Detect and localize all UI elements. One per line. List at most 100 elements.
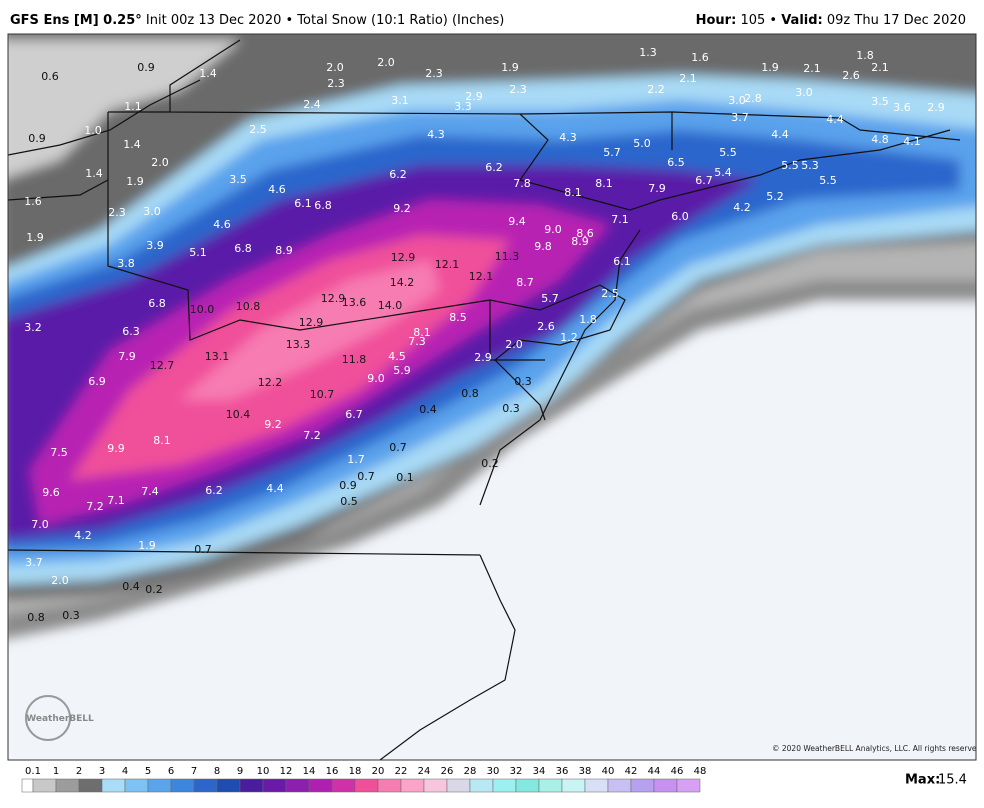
snow-total: 6.7 [695, 174, 713, 187]
colorbar-swatch [354, 778, 379, 793]
colorbar-label: 20 [372, 766, 385, 777]
snow-total: 6.8 [148, 297, 166, 310]
snow-total: 4.5 [388, 350, 406, 363]
model: GFS Ens [M] 0.25° [10, 13, 142, 28]
colorbar-swatch [32, 778, 57, 793]
snow-total: 3.7 [25, 556, 43, 569]
snow-total: 2.1 [803, 62, 821, 75]
colorbar-label: 10 [257, 766, 270, 777]
colorbar-label: 34 [533, 766, 546, 777]
header: GFS Ens [M] 0.25° Init 00z 13 Dec 2020 •… [0, 0, 984, 34]
colorbar-swatch [630, 778, 655, 793]
snow-total: 9.0 [544, 223, 562, 236]
snow-total: 2.1 [871, 61, 889, 74]
colorbar-label: 30 [487, 766, 500, 777]
valid-label: Valid: [781, 13, 823, 28]
snow-total: 13.6 [342, 296, 367, 309]
snow-total: 8.9 [571, 235, 589, 248]
colorbar-swatch [676, 778, 701, 793]
max-value: 15.4 [938, 773, 967, 788]
snow-total: 12.9 [299, 316, 324, 329]
snow-total: 2.0 [505, 338, 523, 351]
snow-bands [8, 34, 976, 639]
run: Init 00z 13 Dec 2020 • Total Snow (10:1 … [145, 13, 505, 28]
snow-total: 14.0 [378, 299, 403, 312]
snow-total: 12.9 [321, 292, 346, 305]
colorbar-label: 32 [510, 766, 523, 777]
snow-total: 10.4 [226, 408, 251, 421]
snow-total: 12.9 [391, 251, 416, 264]
snow-total: 3.5 [871, 95, 889, 108]
colorbar-label: 2 [76, 766, 82, 777]
colorbar-swatch [55, 778, 80, 793]
colorbar-label: 42 [625, 766, 638, 777]
map: © 2020 WeatherBELL Analytics, LLC. All r… [8, 34, 976, 760]
snow-total: 8.1 [413, 326, 431, 339]
snow-total: 7.4 [141, 485, 159, 498]
snow-total: 6.2 [205, 484, 223, 497]
colorbar-label: 18 [349, 766, 362, 777]
colorbar-swatch [308, 778, 333, 793]
colorbar-label: 1 [53, 766, 59, 777]
snow-total: 1.9 [501, 61, 519, 74]
snow-total: 7.2 [86, 500, 104, 513]
snow-total: 1.3 [639, 46, 657, 59]
snow-total: 2.5 [601, 287, 619, 300]
snow-total: 7.9 [648, 182, 666, 195]
snow-total: 2.3 [425, 67, 443, 80]
snow-total: 7.0 [31, 518, 49, 531]
colorbar-swatch [607, 778, 632, 793]
snow-total: 3.0 [143, 205, 161, 218]
snow-total: 2.3 [108, 206, 126, 219]
snow-total: 5.5 [719, 146, 737, 159]
snow-total: 3.9 [146, 239, 164, 252]
snow-total: 7.1 [107, 494, 125, 507]
snow-total: 1.9 [138, 539, 156, 552]
snow-total: 0.4 [419, 403, 437, 416]
snow-total: 8.1 [564, 186, 582, 199]
valid: 09z Thu 17 Dec 2020 [826, 13, 966, 28]
snow-total: 0.8 [27, 611, 45, 624]
colorbar-swatch [193, 778, 218, 793]
snow-total: 8.6 [576, 227, 594, 240]
colorbar-swatch [239, 778, 264, 793]
snow-total: 2.9 [465, 90, 483, 103]
snow-total: 7.3 [408, 335, 426, 348]
snow-total: 12.1 [469, 270, 494, 283]
snow-total: 4.4 [826, 113, 844, 126]
colorbar-label: 36 [556, 766, 569, 777]
map-frame [7, 33, 977, 761]
snow-total: 11.8 [342, 353, 367, 366]
colorbar-swatch [78, 778, 103, 793]
snow-total: 5.9 [393, 364, 411, 377]
snow-total: 9.9 [107, 442, 125, 455]
snow-total: 0.7 [357, 470, 375, 483]
snow-total: 9.2 [264, 418, 282, 431]
snow-total: 10.0 [190, 303, 215, 316]
snow-total: 13.3 [286, 338, 311, 351]
snow-total: 7.2 [303, 429, 321, 442]
snow-total: 4.2 [733, 201, 751, 214]
colorbar-label: 9 [237, 766, 243, 777]
snow-total: 4.6 [268, 183, 286, 196]
snow-total: 0.3 [514, 375, 532, 388]
snow-total: 4.2 [74, 529, 92, 542]
snow-total: 0.8 [461, 387, 479, 400]
snow-total: 8.9 [275, 244, 293, 257]
snow-total: 11.3 [495, 250, 520, 263]
state-line [107, 112, 626, 421]
colorbar-label: 26 [441, 766, 454, 777]
snow-total: 1.0 [84, 124, 102, 137]
snow-total: 0.7 [389, 441, 407, 454]
snow-total: 0.2 [481, 457, 499, 470]
snow-total: 0.2 [145, 583, 163, 596]
snow-total: 12.7 [150, 359, 175, 372]
snow-total: 9.2 [393, 202, 411, 215]
snow-total: 0.9 [339, 479, 357, 492]
snow-total: 1.4 [199, 67, 217, 80]
snow-total: 6.0 [671, 210, 689, 223]
snow-total: 3.0 [728, 94, 746, 107]
snow-total: 6.5 [667, 156, 685, 169]
snow-total: 4.3 [427, 128, 445, 141]
